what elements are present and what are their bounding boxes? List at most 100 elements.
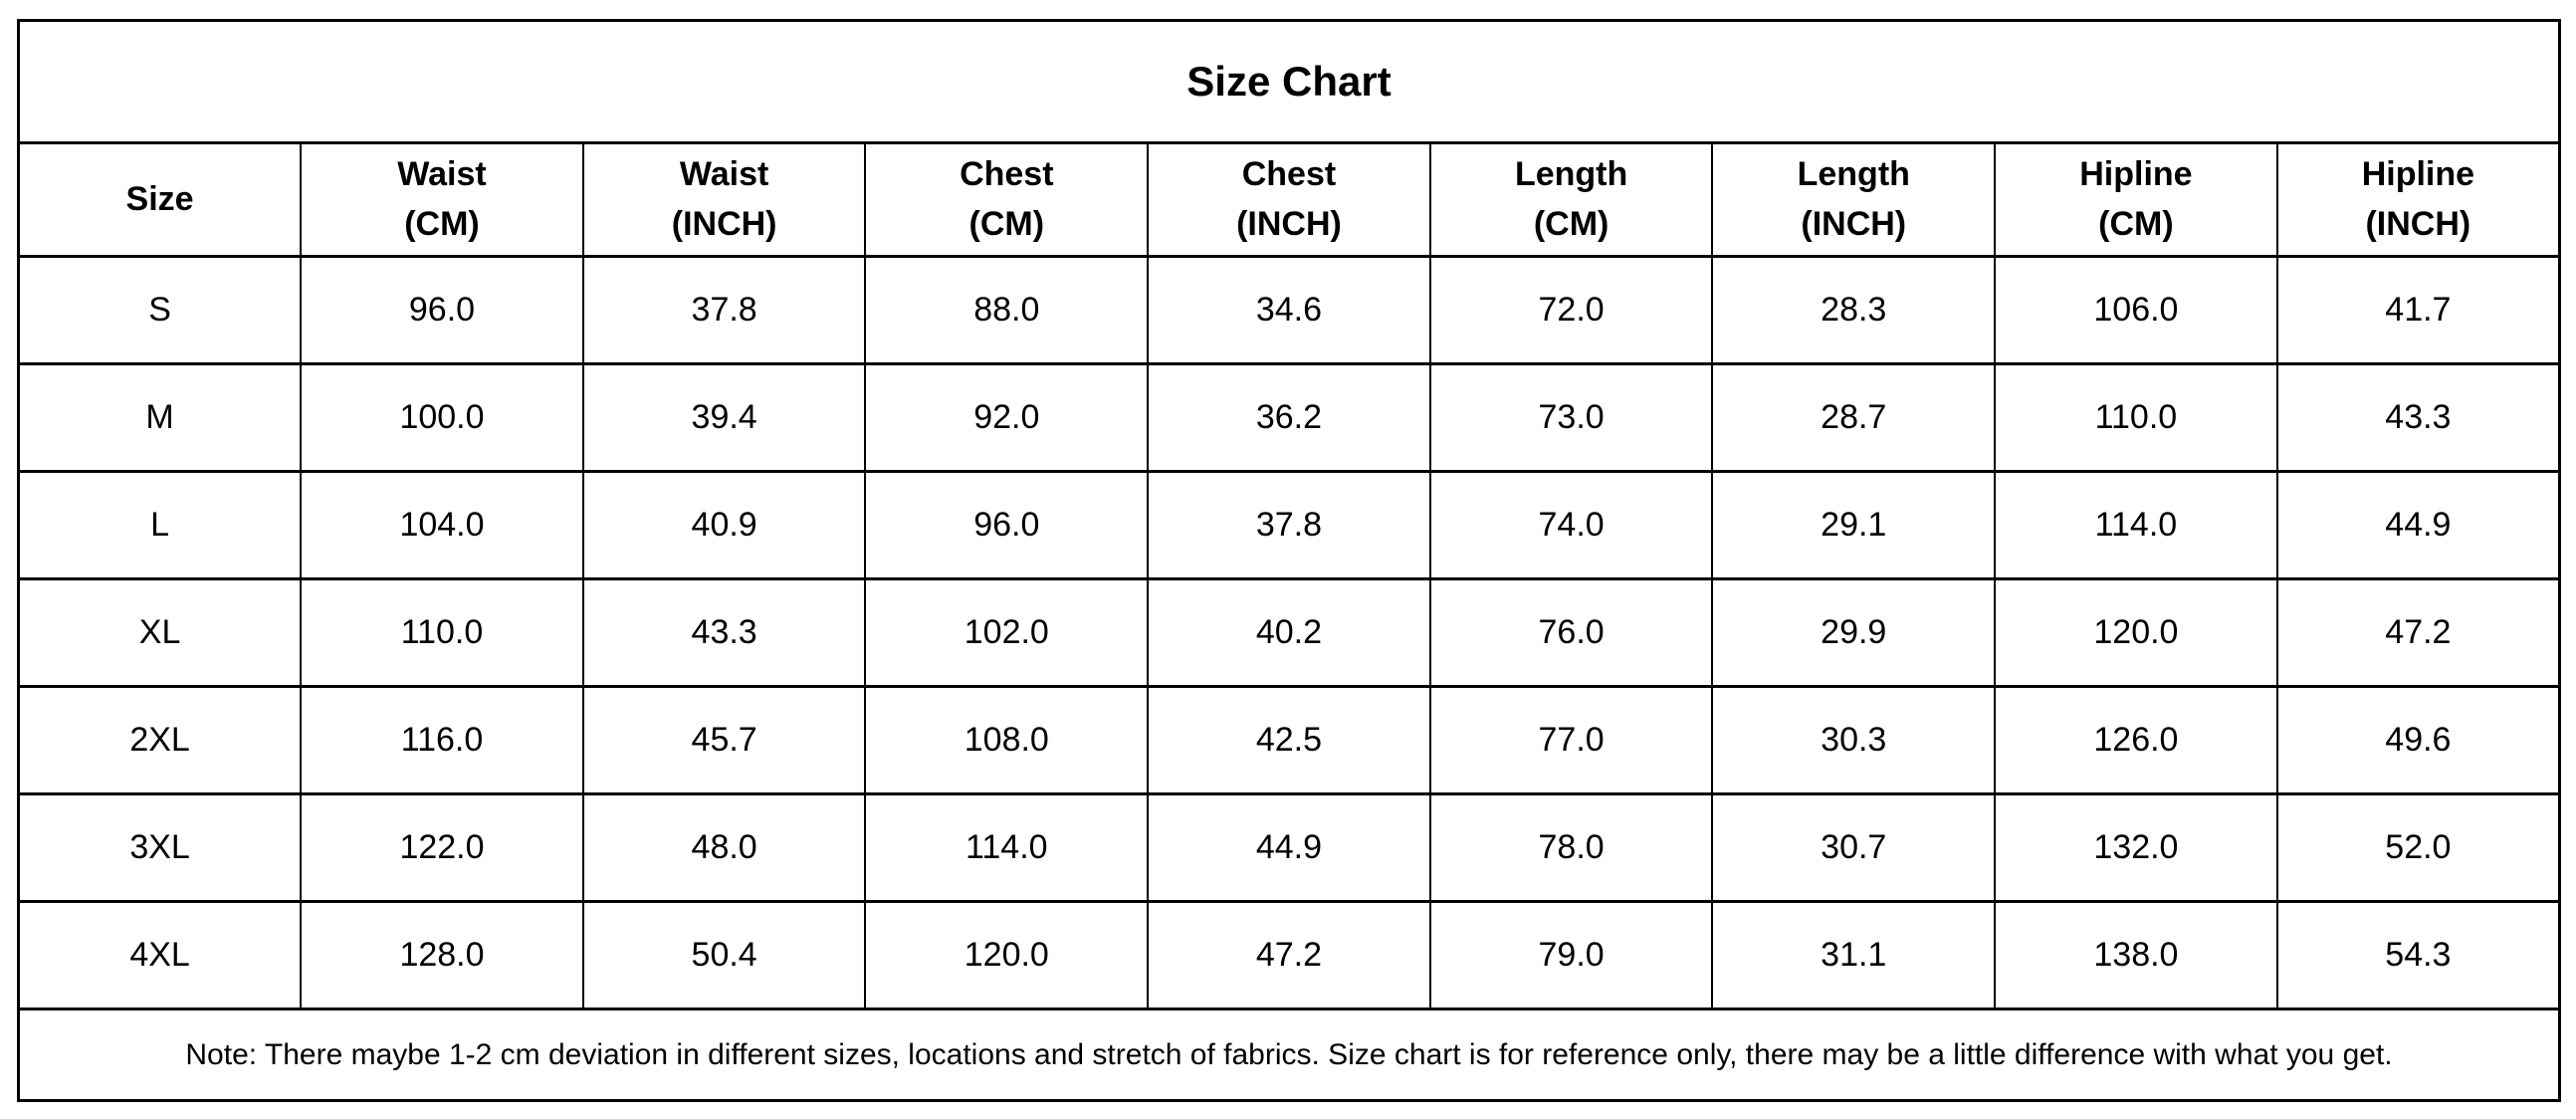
value-cell: 122.0: [300, 792, 584, 903]
value-cell: 73.0: [1428, 362, 1714, 473]
column-header-waist-inch: Waist (INCH): [581, 141, 867, 258]
table-row-xl: XL 110.0 43.3 102.0 40.2 76.0 29.9 120.0 47.2: [17, 577, 2561, 688]
value-cell: 48.0: [581, 792, 867, 903]
column-header-label: Chest: [960, 155, 1054, 194]
size-cell: 2XL: [17, 685, 303, 795]
value-cell: 78.0: [1428, 792, 1714, 903]
title-row: Size Chart: [18, 20, 2560, 144]
value-cell: 54.3: [2275, 900, 2561, 1010]
size-chart-table: Size Chart Size Waist (CM) Waist (INCH) Chest…: [17, 19, 2561, 1102]
size-cell: L: [17, 470, 303, 580]
column-header-label: Waist: [397, 155, 487, 194]
value-cell: 138.0: [1994, 900, 2278, 1010]
value-cell: 29.1: [1711, 470, 1997, 580]
column-header-label: Chest: [1241, 155, 1337, 194]
value-cell: 39.4: [581, 362, 867, 473]
column-header-waist-cm: Waist (CM): [300, 141, 584, 258]
size-note: Note: There maybe 1-2 cm deviation in di…: [18, 1007, 2560, 1101]
column-header-label: Size: [125, 179, 194, 218]
value-cell: 30.7: [1711, 792, 1997, 903]
table-row-m: M 100.0 39.4 92.0 36.2 73.0 28.7 110.0 43.3: [17, 362, 2561, 473]
size-cell: S: [17, 255, 303, 365]
table-row-3xl: 3XL 122.0 48.0 114.0 44.9 78.0 30.7 132.0 52.0: [17, 792, 2561, 903]
value-cell: 43.3: [2275, 362, 2561, 473]
column-header-label: Length: [1797, 155, 1910, 194]
value-cell: 128.0: [300, 900, 584, 1010]
value-cell: 88.0: [864, 255, 1150, 365]
column-header-size: Size: [17, 141, 303, 258]
value-cell: 34.6: [1147, 255, 1431, 365]
column-header-unit: (INCH): [2365, 204, 2471, 243]
column-header-label: Waist: [679, 155, 769, 194]
column-header-label: Length: [1514, 155, 1628, 194]
value-cell: 31.1: [1711, 900, 1997, 1010]
value-cell: 42.5: [1147, 685, 1431, 795]
column-header-hipline-inch: Hipline (INCH): [2275, 141, 2561, 258]
value-cell: 114.0: [864, 792, 1150, 903]
column-header-unit: (CM): [968, 204, 1045, 243]
value-cell: 36.2: [1147, 362, 1431, 473]
value-cell: 41.7: [2275, 255, 2561, 365]
column-header-label: Hipline: [2361, 155, 2475, 194]
header-row: Size Waist (CM) Waist (INCH) Chest (CM) Chest (I…: [17, 141, 2561, 258]
value-cell: 110.0: [300, 577, 584, 688]
value-cell: 120.0: [864, 900, 1150, 1010]
page-title: Size Chart: [18, 20, 2560, 144]
note-row: Note: There maybe 1-2 cm deviation in di…: [18, 1007, 2560, 1101]
size-cell: 3XL: [17, 792, 303, 903]
value-cell: 72.0: [1428, 255, 1714, 365]
value-cell: 132.0: [1994, 792, 2278, 903]
column-header-unit: (INCH): [1236, 204, 1342, 243]
value-cell: 104.0: [300, 470, 584, 580]
value-cell: 45.7: [581, 685, 867, 795]
column-header-chest-inch: Chest (INCH): [1147, 141, 1431, 258]
value-cell: 114.0: [1994, 470, 2278, 580]
value-cell: 37.8: [581, 255, 867, 365]
value-cell: 110.0: [1994, 362, 2278, 473]
value-cell: 108.0: [864, 685, 1150, 795]
size-cell: XL: [17, 577, 303, 688]
value-cell: 102.0: [864, 577, 1150, 688]
column-header-chest-cm: Chest (CM): [864, 141, 1150, 258]
value-cell: 126.0: [1994, 685, 2278, 795]
column-header-unit: (CM): [404, 204, 480, 243]
column-header-length-cm: Length (CM): [1428, 141, 1714, 258]
value-cell: 44.9: [1147, 792, 1431, 903]
value-cell: 76.0: [1428, 577, 1714, 688]
value-cell: 37.8: [1147, 470, 1431, 580]
value-cell: 30.3: [1711, 685, 1997, 795]
value-cell: 43.3: [581, 577, 867, 688]
value-cell: 96.0: [864, 470, 1150, 580]
size-cell: 4XL: [17, 900, 303, 1010]
column-header-unit: (CM): [2098, 204, 2174, 243]
value-cell: 92.0: [864, 362, 1150, 473]
column-header-unit: (CM): [1533, 204, 1610, 243]
value-cell: 50.4: [581, 900, 867, 1010]
value-cell: 47.2: [1147, 900, 1431, 1010]
value-cell: 120.0: [1994, 577, 2278, 688]
column-header-hipline-cm: Hipline (CM): [1994, 141, 2278, 258]
value-cell: 40.2: [1147, 577, 1431, 688]
value-cell: 116.0: [300, 685, 584, 795]
value-cell: 106.0: [1994, 255, 2278, 365]
value-cell: 100.0: [300, 362, 584, 473]
table-row-4xl: 4XL 128.0 50.4 120.0 47.2 79.0 31.1 138.0 54.3: [17, 900, 2561, 1010]
value-cell: 29.9: [1711, 577, 1997, 688]
column-header-unit: (INCH): [671, 204, 777, 243]
table-row-l: L 104.0 40.9 96.0 37.8 74.0 29.1 114.0 44.9: [17, 470, 2561, 580]
table-row-s: S 96.0 37.8 88.0 34.6 72.0 28.3 106.0 41.7: [17, 255, 2561, 365]
value-cell: 28.3: [1711, 255, 1997, 365]
value-cell: 96.0: [300, 255, 584, 365]
column-header-unit: (INCH): [1801, 204, 1907, 243]
column-header-label: Hipline: [2079, 155, 2193, 194]
value-cell: 49.6: [2275, 685, 2561, 795]
value-cell: 77.0: [1428, 685, 1714, 795]
value-cell: 79.0: [1428, 900, 1714, 1010]
value-cell: 28.7: [1711, 362, 1997, 473]
value-cell: 40.9: [581, 470, 867, 580]
value-cell: 47.2: [2275, 577, 2561, 688]
column-header-length-inch: Length (INCH): [1711, 141, 1997, 258]
value-cell: 44.9: [2275, 470, 2561, 580]
size-cell: M: [17, 362, 303, 473]
value-cell: 74.0: [1428, 470, 1714, 580]
